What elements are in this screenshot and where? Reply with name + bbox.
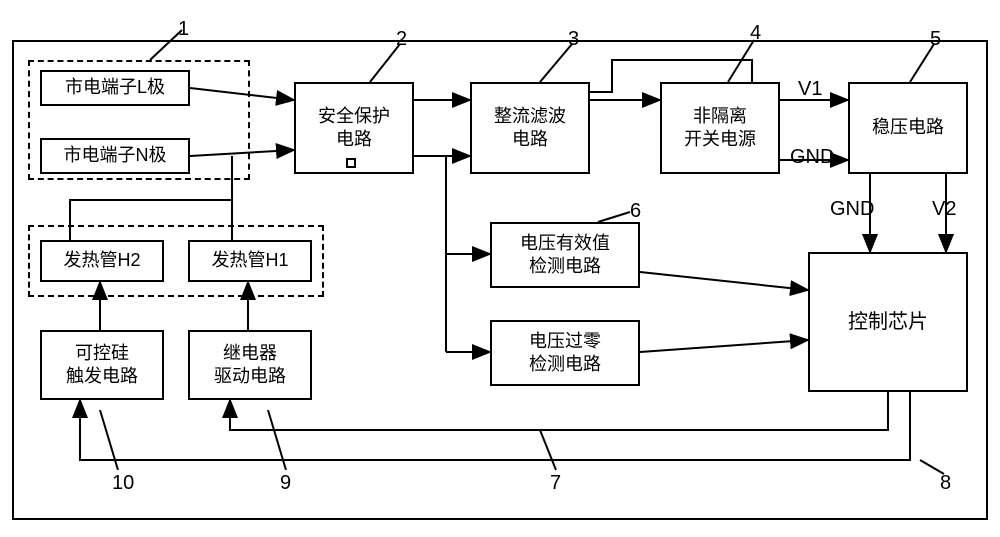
callout-8: 8 <box>940 472 951 495</box>
relay-driver-circuit: 继电器 驱动电路 <box>188 330 312 400</box>
signal-gnd2: GND <box>830 198 874 221</box>
heater-h2: 发热管H2 <box>40 240 164 282</box>
zcd-circuit: 电压过零 检测电路 <box>490 320 640 386</box>
scr-label: 可控硅 触发电路 <box>66 342 138 389</box>
mains-n-label: 市电端子N极 <box>64 144 167 167</box>
heater-h1: 发热管H1 <box>188 240 312 282</box>
safety-deco-square <box>346 158 356 168</box>
rectifier-label: 整流滤波 电路 <box>494 105 566 152</box>
zcd-label: 电压过零 检测电路 <box>529 330 601 377</box>
callout-2: 2 <box>396 28 407 51</box>
callout-5: 5 <box>930 28 941 51</box>
control-chip: 控制芯片 <box>808 252 968 392</box>
signal-gnd1: GND <box>790 146 834 169</box>
smps-label: 非隔离 开关电源 <box>684 105 756 152</box>
callout-6: 6 <box>630 200 641 223</box>
mains-l-label: 市电端子L极 <box>65 76 165 99</box>
signal-v2: V2 <box>932 198 956 221</box>
safety-label: 安全保护 电路 <box>318 105 390 152</box>
relay-label: 继电器 驱动电路 <box>214 342 286 389</box>
signal-v1: V1 <box>798 78 822 101</box>
callout-1: 1 <box>178 18 189 41</box>
vrms-label: 电压有效值 检测电路 <box>520 232 610 279</box>
vrms-circuit: 电压有效值 检测电路 <box>490 222 640 288</box>
mains-n-terminal: 市电端子N极 <box>40 138 190 174</box>
mains-l-terminal: 市电端子L极 <box>40 70 190 106</box>
scr-trigger-circuit: 可控硅 触发电路 <box>40 330 164 400</box>
rectifier-circuit: 整流滤波 电路 <box>470 82 590 174</box>
callout-9: 9 <box>280 472 291 495</box>
callout-4: 4 <box>750 22 761 45</box>
vreg-label: 稳压电路 <box>872 116 944 139</box>
mcu-label: 控制芯片 <box>848 309 928 335</box>
smps-circuit: 非隔离 开关电源 <box>660 82 780 174</box>
heater-h1-label: 发热管H1 <box>211 249 288 272</box>
vreg-circuit: 稳压电路 <box>848 82 968 174</box>
callout-7: 7 <box>550 472 561 495</box>
heater-h2-label: 发热管H2 <box>63 249 140 272</box>
callout-10: 10 <box>112 472 134 495</box>
callout-3: 3 <box>568 28 579 51</box>
